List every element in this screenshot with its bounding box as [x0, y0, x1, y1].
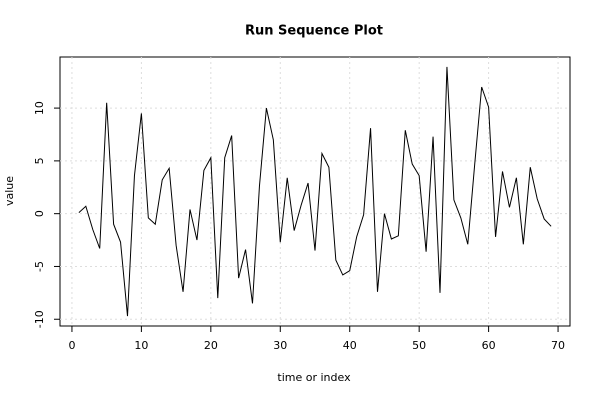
x-tick-label: 70 [551, 339, 565, 352]
x-axis-label: time or index [277, 371, 351, 384]
y-tick-label: 5 [33, 157, 46, 164]
x-tick-label: 60 [482, 339, 496, 352]
chart-title: Run Sequence Plot [245, 24, 383, 39]
y-tick-label: 10 [33, 101, 46, 115]
y-tick-label: -10 [33, 310, 46, 328]
x-tick-label: 30 [273, 339, 287, 352]
y-tick-label: -5 [33, 261, 46, 272]
y-tick-label: 0 [33, 210, 46, 217]
x-tick-label: 0 [68, 339, 75, 352]
plot-frame [59, 56, 571, 327]
y-axis-label: value [3, 176, 16, 206]
data-line [78, 66, 552, 317]
x-tick-label: 40 [343, 339, 357, 352]
x-tick-label: 20 [204, 339, 218, 352]
x-tick-label: 10 [134, 339, 148, 352]
x-tick-label: 50 [412, 339, 426, 352]
